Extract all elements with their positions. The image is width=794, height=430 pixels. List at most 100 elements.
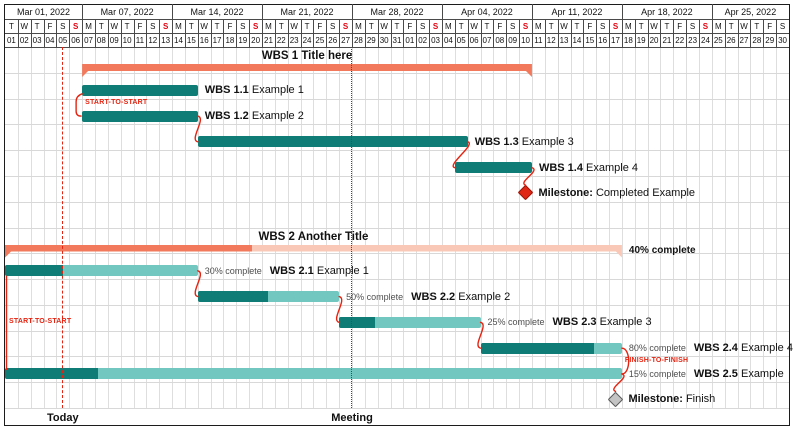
calendar-day-number: 07 [482, 35, 492, 45]
grid-line-horizontal [5, 408, 789, 409]
link-label-finish-finish: FINISH-TO-FINISH [624, 357, 689, 365]
calendar-day-number: 29 [366, 35, 376, 45]
task-progress-wbs-2-4 [480, 342, 594, 354]
calendar-day-letter: W [560, 21, 568, 31]
calendar-day-number: 18 [225, 35, 235, 45]
chart-frame [4, 4, 790, 426]
task-label-wbs-1-1: WBS 1.1 Example 1 [204, 84, 304, 97]
calendar-day-number: 01 [6, 35, 16, 45]
percent-label-wbs-2-4: 80% complete [628, 343, 686, 354]
calendar-week-label: Apr 11, 2022 [551, 6, 603, 17]
meeting-line [351, 47, 353, 408]
calendar-day-letter: S [599, 21, 606, 31]
group-title-wbs-2: WBS 2 Another Title [258, 230, 369, 243]
grid-line-horizontal [5, 330, 789, 332]
task-label-wbs-2-2: WBS 2.2 Example 2 [411, 290, 511, 303]
calendar-day-number: 16 [598, 35, 608, 45]
calendar-day-letter: W [470, 21, 478, 31]
today-label: Today [47, 412, 79, 424]
task-bar-wbs-2-3 [339, 316, 481, 328]
calendar-week-border [441, 4, 443, 19]
calendar-day-number: 15 [186, 35, 196, 45]
calendar-day-letter: S [432, 21, 439, 31]
calendar-day-number: 17 [212, 35, 222, 45]
task-label-wbs-2-5: WBS 2.5 Example [693, 367, 784, 380]
task-bar-wbs-1-1 [82, 84, 198, 96]
calendar-day-letter: S [612, 21, 619, 31]
link-label-start-start-long: START-TO-START [9, 318, 72, 326]
calendar-day-letter: W [20, 21, 29, 31]
calendar-day-number: 22 [675, 35, 685, 45]
calendar-day-number: 23 [688, 35, 698, 45]
calendar-week-label: Apr 25, 2022 [724, 6, 777, 17]
calendar-day-letter: W [110, 21, 119, 31]
task-bar-wbs-2-2 [197, 291, 340, 303]
calendar-day-letter: M [265, 21, 272, 31]
calendar-day-letter: F [407, 21, 413, 31]
calendar-day-number: 11 [534, 35, 543, 45]
calendar-day-letter: F [497, 21, 503, 31]
calendar-day-number: 17 [611, 35, 620, 45]
calendar-day-letter: S [342, 21, 349, 31]
task-progress-wbs-2-2 [197, 291, 269, 303]
calendar-day-number: 04 [45, 35, 55, 45]
calendar-day-letter: T [394, 21, 400, 31]
calendar-day-number: 11 [135, 35, 145, 45]
grid-line-horizontal [5, 124, 789, 126]
calendar-day-number: 13 [559, 35, 569, 45]
calendar-day-number: 29 [765, 35, 775, 45]
calendar-day-number: 10 [521, 35, 530, 45]
group-title-wbs-1: WBS 1 Title here [261, 50, 353, 62]
calendar-day-letter: S [162, 21, 169, 31]
calendar-day-number: 03 [32, 35, 42, 45]
percent-label-wbs-2-5: 15% complete [628, 368, 686, 379]
calendar-day-letter: T [664, 21, 670, 31]
calendar-day-number: 15 [585, 35, 595, 45]
today-line [61, 47, 63, 408]
meeting-label: Meeting [331, 412, 373, 424]
calendar-day-letter: T [304, 21, 310, 31]
grid-line-horizontal [5, 72, 789, 74]
calendar-week-label: Mar 07, 2022 [100, 6, 154, 17]
calendar-day-letter: T [638, 21, 644, 31]
calendar-week-border [262, 4, 264, 19]
task-bar-wbs-2-5 [5, 368, 622, 380]
calendar-day-letter: F [317, 21, 323, 31]
calendar-day-letter: T [368, 21, 374, 31]
calendar-week-border [621, 4, 623, 19]
calendar-day-letter: W [290, 21, 298, 31]
milestone-label-milestone-completed: Milestone: Completed Example [538, 186, 696, 199]
calendar-day-number: 02 [19, 35, 29, 45]
calendar-day-number: 08 [495, 35, 505, 45]
calendar-day-letter: T [458, 21, 464, 31]
calendar-day-number: 20 [649, 35, 659, 45]
calendar-day-letter: M [85, 21, 92, 31]
calendar-week-label: Mar 21, 2022 [280, 6, 334, 17]
calendar-day-letter: M [355, 21, 362, 31]
calendar-day-number: 19 [238, 35, 248, 45]
calendar-day-letter: T [548, 21, 554, 31]
calendar-day-number: 28 [353, 35, 363, 45]
calendar-day-number: 10 [122, 35, 132, 45]
calendar-day-number: 21 [662, 35, 672, 45]
header-divider [5, 33, 789, 34]
grid-line-horizontal [5, 150, 789, 152]
calendar-week-label: Mar 14, 2022 [190, 6, 244, 17]
calendar-day-letter: S [522, 21, 529, 31]
calendar-day-number: 07 [84, 35, 93, 45]
calendar-day-number: 27 [739, 35, 749, 45]
calendar-day-letter: S [240, 21, 246, 31]
calendar-day-number: 14 [174, 35, 183, 45]
percent-label-wbs-2-2: 50% complete [346, 291, 404, 302]
calendar-day-number: 16 [199, 35, 209, 45]
task-progress-wbs-2-1 [5, 265, 63, 277]
calendar-day-number: 27 [341, 35, 351, 45]
grid-line-horizontal [5, 98, 789, 100]
calendar-week-border [711, 4, 713, 19]
percent-label-wbs-2: 40% complete [628, 244, 696, 256]
calendar-day-letter: W [380, 21, 388, 31]
calendar-day-number: 13 [161, 35, 171, 45]
calendar-day-number: 30 [778, 35, 788, 45]
task-bar-wbs-2-4 [480, 342, 622, 354]
